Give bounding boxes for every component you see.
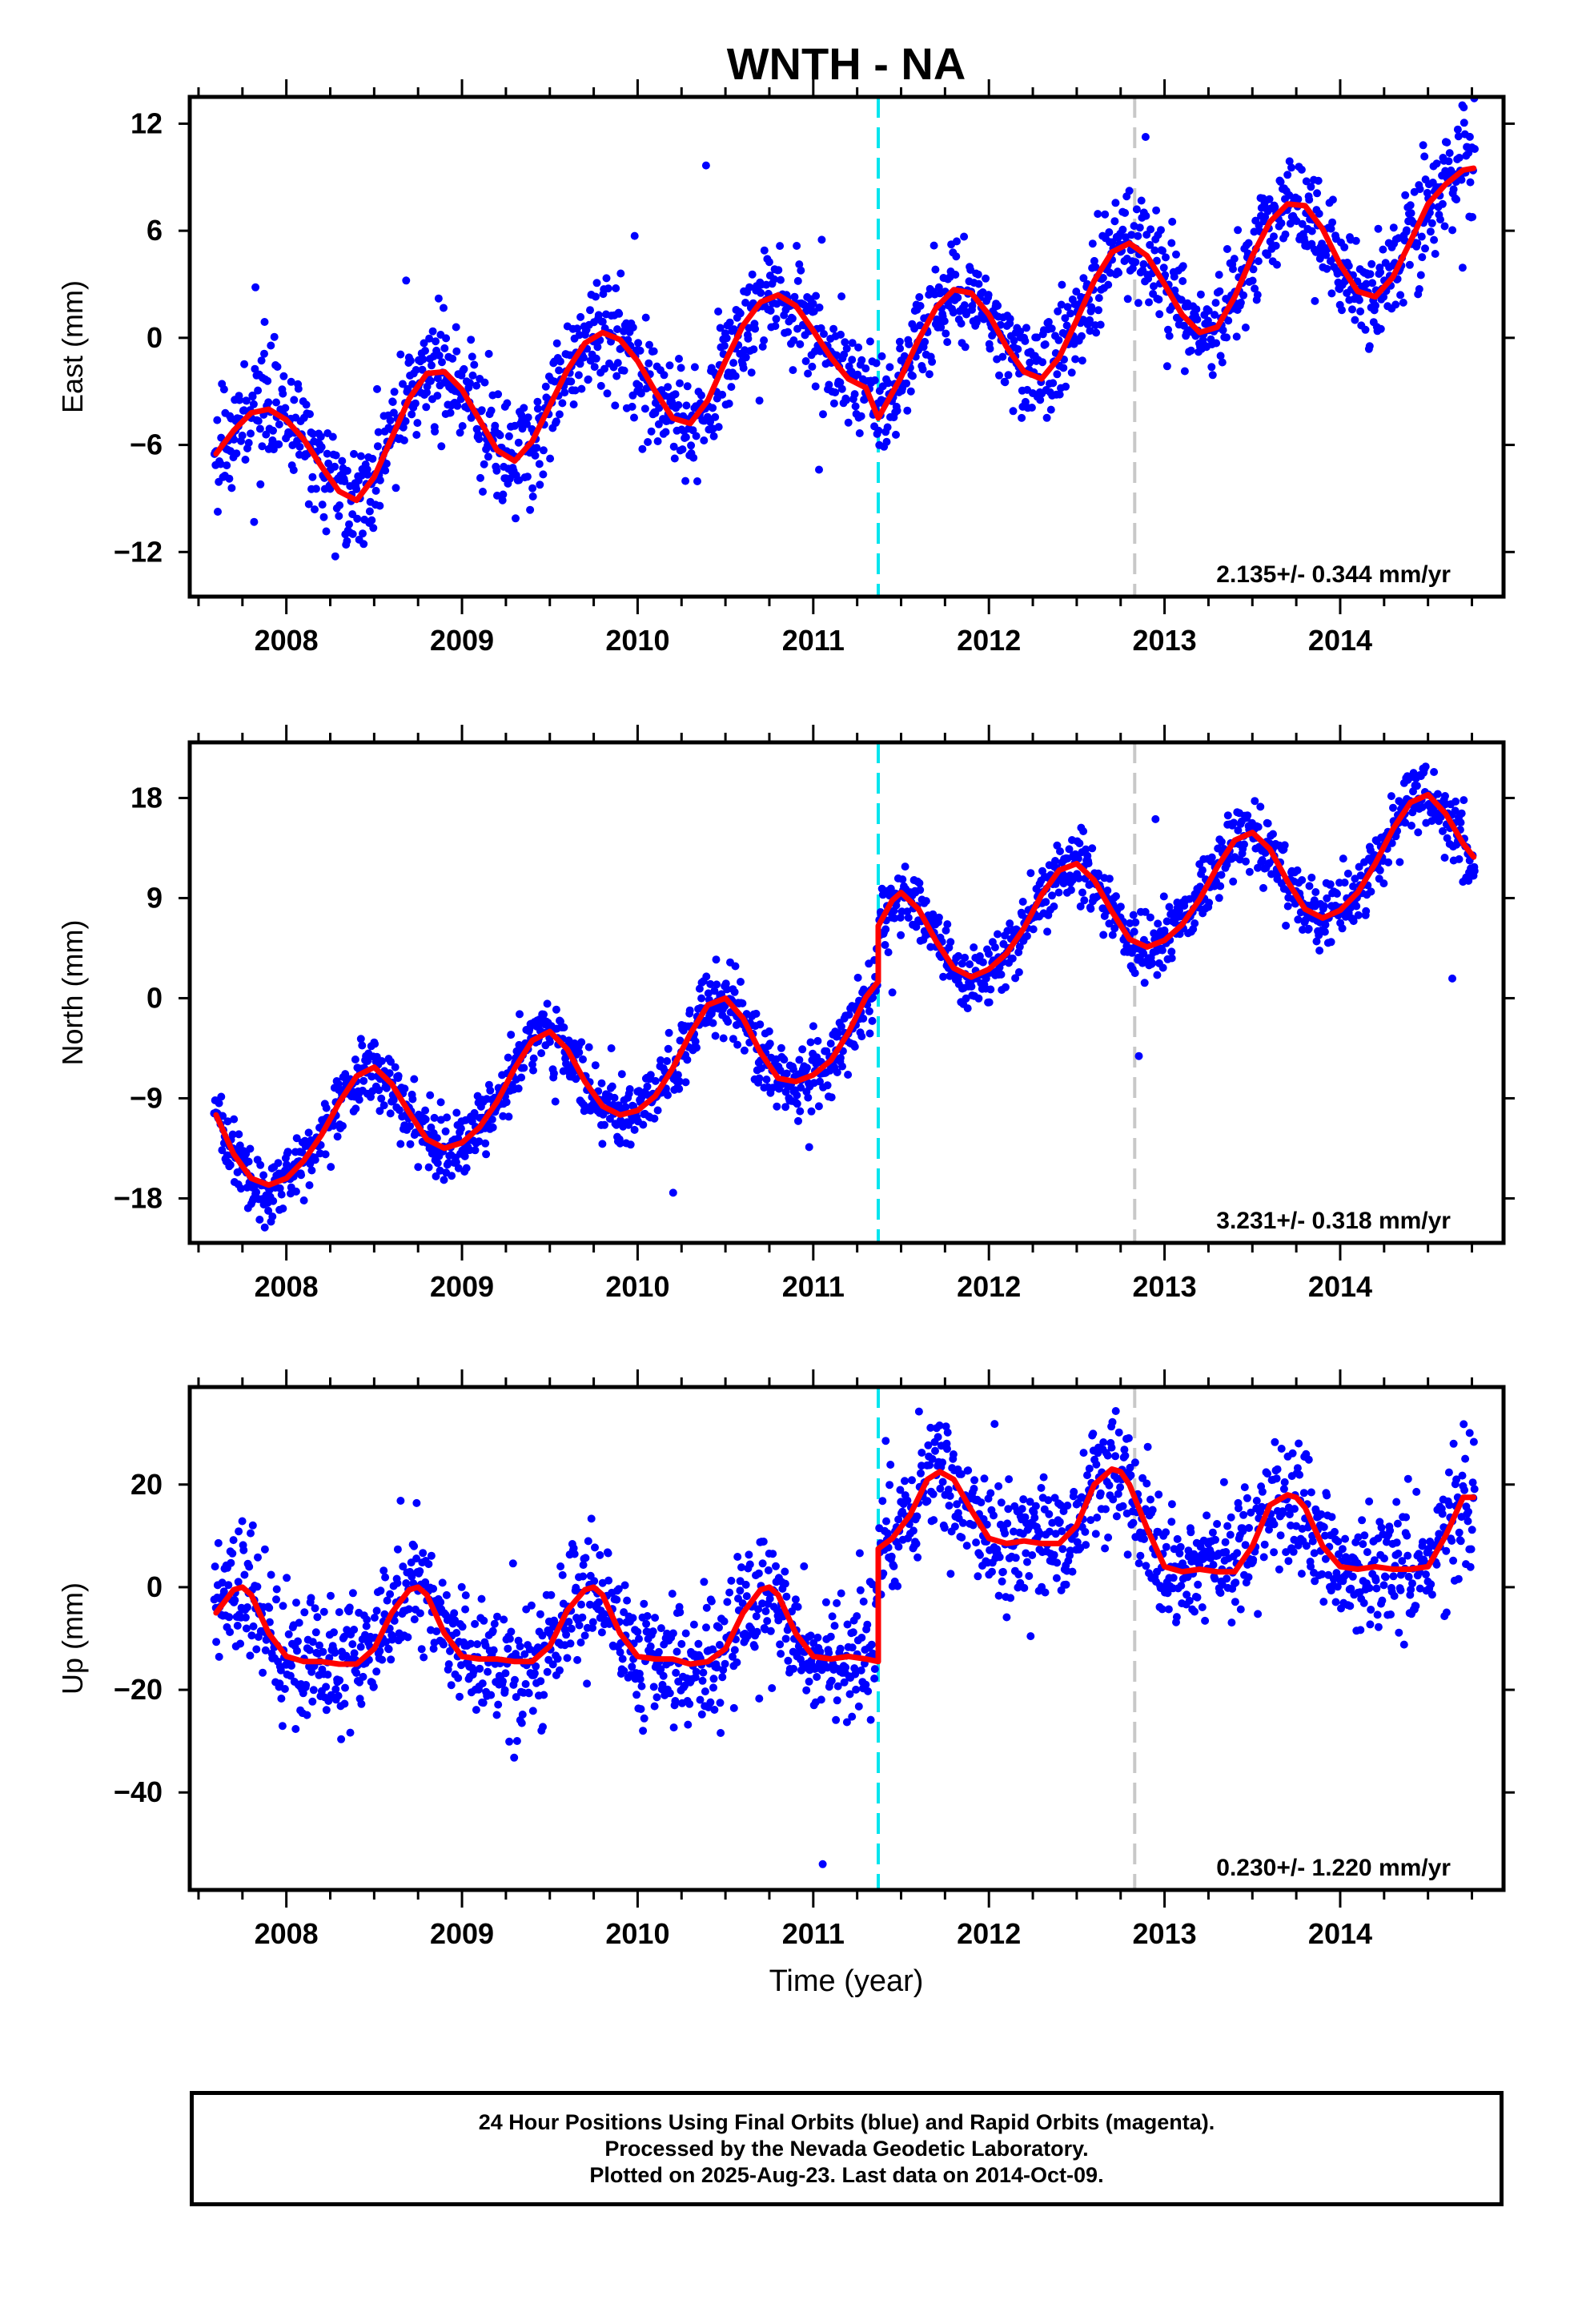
x-tick-label: 2010 bbox=[605, 1270, 669, 1303]
x-tick-label: 2011 bbox=[782, 1917, 845, 1950]
rate-label: 3.231+/- 0.318 mm/yr bbox=[1216, 1208, 1451, 1234]
x-tick-label: 2009 bbox=[430, 624, 494, 657]
y-tick-label: 0 bbox=[147, 321, 163, 354]
scatter-points bbox=[210, 1407, 1479, 1868]
footer-box: 24 Hour Positions Using Final Orbits (bl… bbox=[190, 2091, 1504, 2206]
x-tick-label: 2011 bbox=[782, 624, 845, 657]
y-tick-label: −9 bbox=[130, 1081, 163, 1114]
scatter-points bbox=[210, 97, 1479, 561]
footer-line-3: Plotted on 2025-Aug-23. Last data on 201… bbox=[589, 2162, 1104, 2187]
y-tick-label: 0 bbox=[147, 1570, 163, 1603]
x-tick-label: 2014 bbox=[1308, 624, 1372, 657]
plot-frame bbox=[187, 94, 1506, 599]
panel-north: 18 9 0 −9 −18 2008 2009 2010 2011 2012 2013 2014 Nor… bbox=[56, 725, 1515, 1303]
x-tick-label: 2009 bbox=[430, 1917, 494, 1950]
x-tick-label: 2012 bbox=[957, 1917, 1021, 1950]
footer-line-1: 24 Hour Positions Using Final Orbits (bl… bbox=[478, 2109, 1215, 2134]
model-curve bbox=[213, 165, 1477, 504]
y-tick-label: 0 bbox=[147, 981, 163, 1014]
data-points bbox=[210, 1407, 1479, 1868]
x-tick-label: 2012 bbox=[957, 1270, 1021, 1303]
x-tick-label: 2013 bbox=[1133, 1917, 1197, 1950]
plot-frame bbox=[187, 1385, 1506, 1892]
y-tick-label: 9 bbox=[147, 881, 163, 914]
x-tick-label: 2008 bbox=[255, 1270, 319, 1303]
y-axis-label: East (mm) bbox=[56, 280, 89, 413]
x-axis-label: Time (year) bbox=[769, 1964, 924, 1998]
x-tick-label: 2014 bbox=[1308, 1917, 1372, 1950]
data-points bbox=[210, 97, 1479, 561]
panel-up: 20 0 −20 −40 2008 2009 2010 2011 2012 2013 2014 Up … bbox=[56, 1369, 1515, 1950]
rate-label: 2.135+/- 0.344 mm/yr bbox=[1216, 561, 1451, 588]
y-tick-label: 6 bbox=[147, 214, 163, 247]
x-tick-label: 2012 bbox=[957, 624, 1021, 657]
footer-line-2: Processed by the Nevada Geodetic Laborat… bbox=[604, 2136, 1089, 2161]
panel-east: 12 6 0 −6 −12 2008 2009 2010 2011 2012 2013 2014 Eas… bbox=[56, 79, 1515, 657]
y-tick-label: 18 bbox=[130, 781, 163, 814]
x-tick-label: 2013 bbox=[1133, 624, 1197, 657]
x-tick-label: 2011 bbox=[782, 1270, 845, 1303]
x-tick-label: 2010 bbox=[605, 624, 669, 657]
y-tick-label: −18 bbox=[114, 1181, 163, 1214]
x-tick-label: 2010 bbox=[605, 1917, 669, 1950]
x-tick-label: 2014 bbox=[1308, 1270, 1372, 1303]
y-axis-label: Up (mm) bbox=[56, 1582, 89, 1695]
y-tick-label: −20 bbox=[114, 1673, 163, 1706]
y-tick-label: −40 bbox=[114, 1775, 163, 1808]
x-tick-label: 2008 bbox=[255, 1917, 319, 1950]
y-tick-label: 12 bbox=[130, 107, 163, 139]
y-tick-label: −6 bbox=[130, 428, 163, 461]
x-tick-label: 2009 bbox=[430, 1270, 494, 1303]
chart-title: WNTH - NA bbox=[727, 38, 966, 89]
model-curve bbox=[213, 791, 1477, 1188]
y-tick-label: 20 bbox=[130, 1468, 163, 1501]
y-axis-label: North (mm) bbox=[56, 920, 89, 1066]
plot-frame bbox=[187, 740, 1506, 1245]
rate-label: 0.230+/- 1.220 mm/yr bbox=[1216, 1855, 1451, 1881]
x-tick-label: 2008 bbox=[255, 624, 319, 657]
model-curve bbox=[213, 1466, 1477, 1667]
x-tick-label: 2013 bbox=[1133, 1270, 1197, 1303]
y-tick-label: −12 bbox=[114, 535, 163, 568]
